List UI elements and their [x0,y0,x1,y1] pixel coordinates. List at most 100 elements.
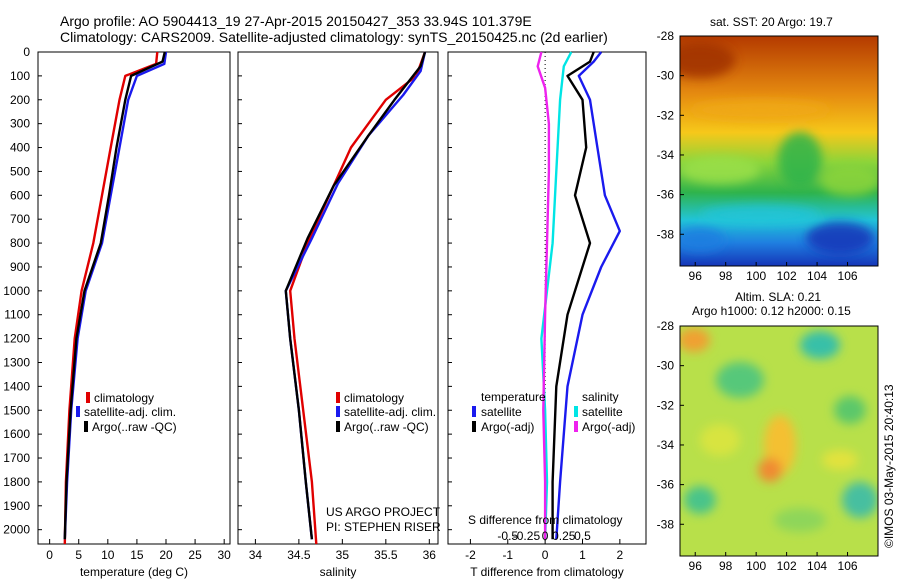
s-diff-tick-label: 0.5 [574,529,591,543]
temperature-legend: climatology satellite-adj. clim. Argo(..… [76,391,177,434]
map-y-tick-label: -38 [657,227,675,241]
x-tick-label: 30 [218,548,232,562]
x-tick-label: -2 [465,548,476,562]
depth-tick-label: 1500 [3,403,30,417]
difference-panel-frame [447,51,647,545]
difference-top-axis-label: S difference from climatology [468,513,623,527]
depth-tick-label: 400 [10,141,30,155]
x-axis-label: temperature (deg C) [80,565,188,579]
depth-tick-label: 1600 [3,427,30,441]
series-line-satellite-adj-clim- [284,51,427,540]
s-diff-tick-label: 0.25 [552,529,576,543]
depth-tick-label: 1400 [3,379,30,393]
map-y-tick-label: -30 [657,359,675,373]
map-y-tick-label: -34 [657,148,675,162]
salinity-panel-frame [237,51,439,545]
x-tick-label: 35 [336,548,350,562]
sst-map-axes: 96 98 100 102 104 106 -28 -30 -32 -34 -36 -38 [657,29,858,283]
x-axis-label: salinity [320,565,357,579]
legend-swatch-sal-argo [574,421,578,432]
depth-tick-label: 300 [10,117,30,131]
map-x-tick-label: 96 [689,559,703,573]
x-tick-label: 0 [542,548,549,562]
depth-tick-label: 800 [10,236,30,250]
x-tick-label: 34 [249,548,263,562]
map-y-tick-label: -28 [657,319,675,333]
legend-swatch-satellite [76,406,80,417]
depth-tick-label: 1800 [3,475,30,489]
header-line2: Climatology: CARS2009. Satellite-adjuste… [60,29,608,45]
depth-tick-label: 1700 [3,451,30,465]
depth-tick-label: 1200 [3,332,30,346]
depth-tick-label: 600 [10,188,30,202]
legend-group-temperature: temperature [481,390,546,404]
map-x-tick-label: 102 [777,269,797,283]
map-y-tick-label: -36 [657,478,675,492]
legend-swatch-temp-argo [472,421,476,432]
x-tick-label: -1 [502,548,513,562]
legend-label-sal-satellite: satellite [582,405,623,419]
map-y-tick-label: -38 [657,517,675,531]
series-line-climatology [289,51,427,545]
salinity-plot: 34 34.5 35 35.5 36 salinity [238,51,437,579]
x-tick-label: 15 [130,548,144,562]
x-axis-label: T difference from climatology [470,565,624,579]
series-line-temperature-argo-adj- [551,51,595,540]
map-x-tick-label: 106 [838,269,858,283]
depth-tick-label: 1900 [3,499,30,513]
legend-label-satellite: satellite-adj. clim. [344,405,436,419]
s-diff-tick-label: -0.5 [497,529,518,543]
map-x-tick-label: 104 [807,559,827,573]
series-line-climatology [63,51,159,545]
temperature-panel-frame [37,51,231,545]
legend-swatch-satellite [336,406,340,417]
x-tick-label: 1 [579,548,586,562]
x-tick-label: 36 [423,548,437,562]
x-tick-label: 0 [46,548,53,562]
legend-group-salinity: salinity [582,390,619,404]
legend-label-climatology: climatology [344,391,404,405]
map-x-tick-label: 104 [807,269,827,283]
map-x-tick-label: 96 [689,269,703,283]
series-line-salinity-argo-adj- [536,51,551,540]
depth-tick-label: 200 [10,93,30,107]
series-line-salinity-satellite [540,51,573,540]
sla-map-title: Altim. SLA: 0.21 [735,290,821,304]
legend-swatch-climatology [86,392,90,403]
s-diff-tick-label: -0.25 [513,529,541,543]
x-tick-label: 20 [159,548,173,562]
depth-tick-label: 1000 [3,284,30,298]
pi-credit: PI: STEPHEN RISER [326,520,441,534]
map-x-tick-label: 98 [719,559,733,573]
map-y-tick-label: -32 [657,398,675,412]
map-x-tick-label: 98 [719,269,733,283]
series-line-temperature-satellite [555,51,621,540]
project-credit: US ARGO PROJECT [326,505,441,519]
legend-label-temp-argo: Argo(-adj) [481,420,534,434]
sst-map-title: sat. SST: 20 Argo: 19.7 [710,15,833,29]
sst-map-image [680,36,878,266]
legend-label-argo: Argo(..raw -QC) [344,420,429,434]
map-y-tick-label: -30 [657,69,675,83]
legend-swatch-argo [336,421,340,432]
series-line-argo-raw-qc- [284,51,427,540]
map-x-tick-label: 102 [777,559,797,573]
legend-label-argo: Argo(..raw -QC) [92,420,177,434]
x-tick-label: 5 [75,548,82,562]
depth-tick-label: 1100 [4,308,30,322]
legend-swatch-sal-satellite [574,406,578,417]
temperature-plot: 0 5 10 15 20 25 30 temperature (deg C) [38,51,232,579]
depth-tick-label: 0 [23,45,30,59]
sla-map-image [680,326,878,556]
legend-label-climatology: climatology [94,391,154,405]
map-y-tick-label: -28 [657,29,675,43]
legend-label-temp-satellite: satellite [481,405,522,419]
x-tick-label: 25 [188,548,202,562]
depth-tick-label: 2000 [3,523,30,537]
x-tick-label: 34.5 [287,548,311,562]
x-tick-label: 35.5 [374,548,398,562]
depth-tick-label: 1300 [3,355,30,369]
s-diff-tick-label: 0 [542,529,549,543]
x-tick-label: 10 [101,548,115,562]
